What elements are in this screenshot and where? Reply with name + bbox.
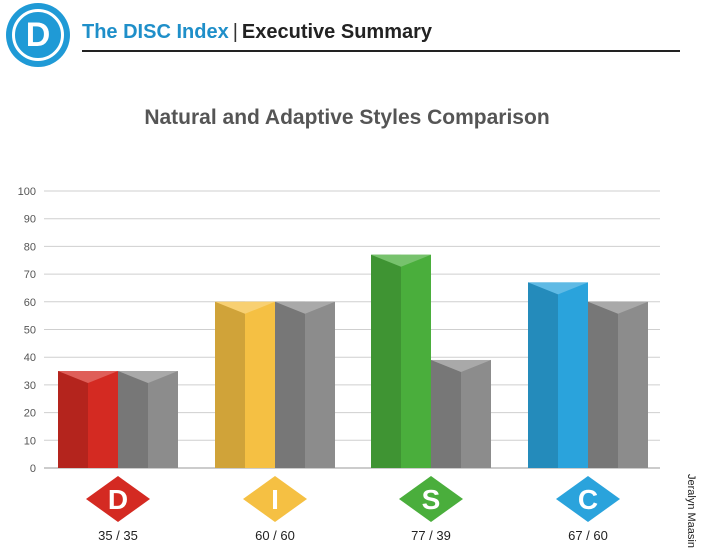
section-title: Executive Summary <box>241 21 433 43</box>
natural-bar-c <box>528 282 588 468</box>
value-label-s: 77 / 39 <box>411 528 451 543</box>
page-header: The DISC Index | Executive Summary <box>82 21 432 44</box>
y-tick-label: 40 <box>24 352 36 364</box>
natural-bar-i <box>215 301 275 468</box>
y-tick-label: 30 <box>24 380 36 392</box>
logo-letter: D <box>25 16 51 54</box>
disc-logo: D <box>6 3 70 67</box>
brand-title: The DISC Index <box>82 21 229 43</box>
category-diamond-c <box>556 476 620 522</box>
y-tick-label: 100 <box>18 186 36 198</box>
y-tick-label: 70 <box>24 269 36 281</box>
category-label-c: C <box>578 484 598 515</box>
y-tick-label: 50 <box>24 325 36 337</box>
header-divider <box>82 50 680 52</box>
y-tick-label: 90 <box>24 214 36 226</box>
y-tick-label: 0 <box>30 463 36 475</box>
header-separator: | <box>232 21 238 43</box>
category-diamond-s <box>399 476 463 522</box>
adaptive-bar-c <box>588 301 648 468</box>
value-label-i: 60 / 60 <box>255 528 295 543</box>
value-label-d: 35 / 35 <box>98 528 138 543</box>
y-tick-label: 80 <box>24 241 36 253</box>
natural-bar-s <box>371 254 431 468</box>
category-diamond-i <box>243 476 307 522</box>
value-label-c: 67 / 60 <box>568 528 608 543</box>
y-tick-label: 20 <box>24 408 36 420</box>
side-label: Jeralyn Maasin <box>685 474 697 548</box>
chart-title: Natural and Adaptive Styles Comparison <box>144 106 550 129</box>
category-label-s: S <box>422 484 441 515</box>
logo-ring: D <box>12 9 64 61</box>
natural-bar-d <box>58 371 118 468</box>
adaptive-bar-d <box>118 371 178 468</box>
y-tick-label: 60 <box>24 297 36 309</box>
category-label-i: I <box>271 484 279 515</box>
category-label-d: D <box>108 484 128 515</box>
adaptive-bar-i <box>275 301 335 468</box>
category-diamond-d <box>86 476 150 522</box>
y-tick-label: 10 <box>24 435 36 447</box>
adaptive-bar-s <box>431 359 491 468</box>
